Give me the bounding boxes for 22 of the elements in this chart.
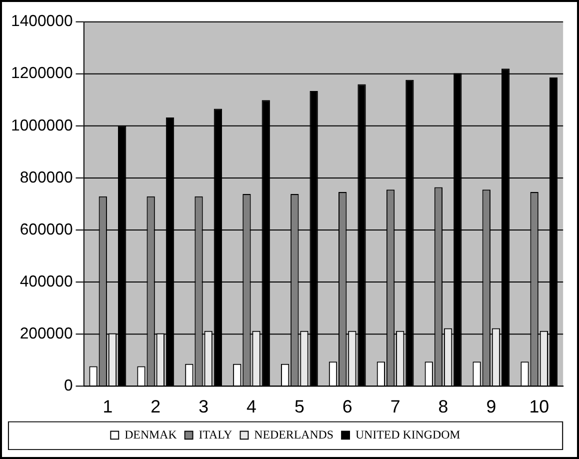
- y-tick-label: 0: [64, 377, 73, 394]
- y-tick-label: 1400000: [10, 13, 73, 30]
- x-tick-label: 8: [438, 396, 448, 417]
- y-tick-label: 200000: [20, 325, 73, 342]
- legend-label: NEDERLANDS: [254, 427, 334, 442]
- x-tick-label: 4: [246, 396, 257, 417]
- x-tick-label: 3: [198, 396, 209, 417]
- legend-label: DENMAK: [124, 427, 178, 442]
- x-tick-label: 7: [390, 396, 400, 417]
- y-tick-label: 400000: [20, 273, 73, 290]
- x-tick-label: 1: [102, 396, 113, 417]
- y-tick-label: 600000: [20, 221, 73, 238]
- legend-label: UNITED KINGDOM: [355, 427, 461, 442]
- y-tick-label: 800000: [20, 169, 73, 186]
- legend-label: ITALY: [198, 427, 233, 442]
- x-tick-label: 2: [150, 396, 161, 417]
- x-tick-label: 9: [486, 396, 496, 417]
- x-tick-label: 10: [529, 396, 550, 417]
- y-tick-label: 1200000: [10, 65, 73, 82]
- x-tick-label: 6: [342, 396, 352, 417]
- y-tick-label: 1000000: [10, 117, 73, 134]
- x-tick-label: 5: [294, 396, 304, 417]
